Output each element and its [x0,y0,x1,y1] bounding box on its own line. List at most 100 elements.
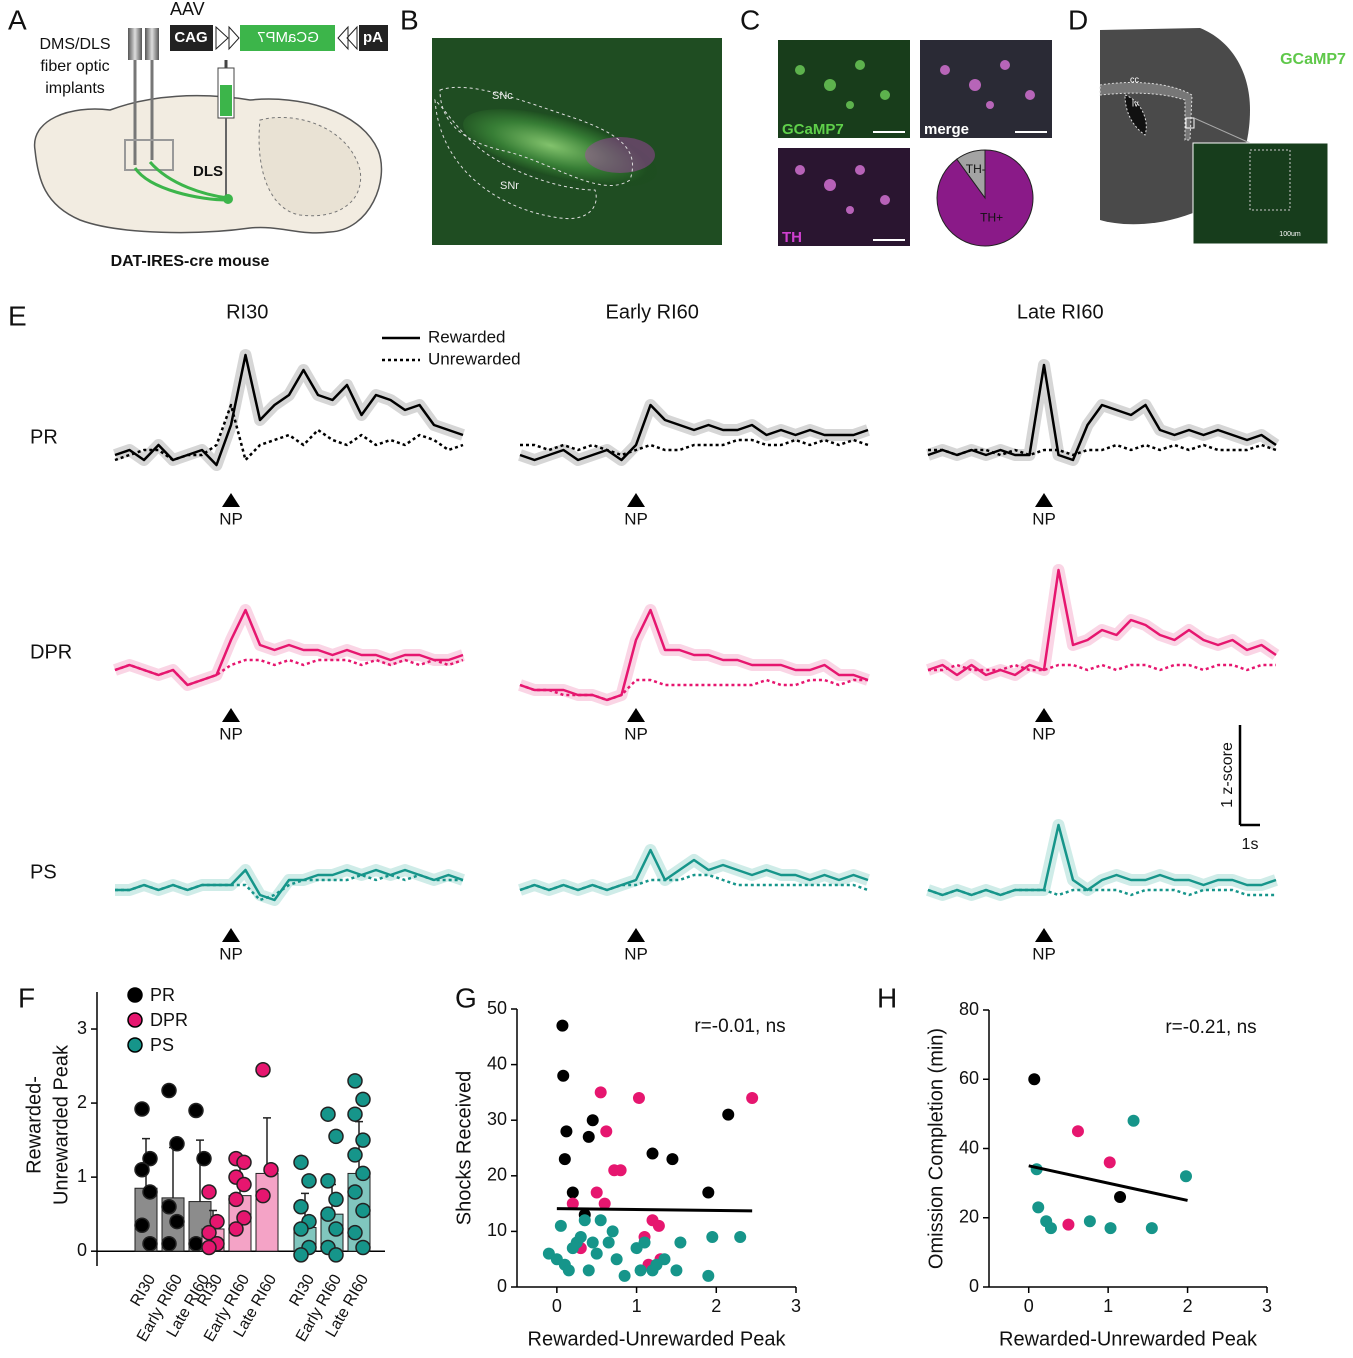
data-point [142,1150,158,1167]
injection-site [223,194,233,204]
data-point [632,1091,645,1104]
data-point [347,1147,363,1163]
event-label: NP [624,509,648,528]
data-point [702,1186,715,1199]
data-point [606,1225,619,1238]
sem-band [926,819,1278,901]
data-point [293,1154,309,1171]
legend-label: Rewarded [428,327,506,346]
row-label: PS [30,861,57,883]
legend-label: PS [150,1035,174,1055]
column-title: Early RI60 [606,301,699,323]
data-point [355,1091,371,1108]
ventricle [1124,94,1147,136]
data-point [618,1269,631,1282]
data-point [670,1264,683,1277]
data-point [320,1206,336,1222]
data-point [734,1230,747,1243]
data-point [347,1073,363,1089]
data-point [228,1221,244,1237]
event-label: NP [624,724,648,743]
syringe-fill [220,85,232,116]
region-label: DLS [193,163,223,180]
data-point [1083,1215,1096,1228]
y-tick-label: 30 [487,1109,507,1129]
implant-label: DMS/DLS [39,36,110,53]
fit-line [556,1207,753,1213]
data-point [355,1239,371,1256]
data-point [134,1161,150,1178]
data-point [574,1230,587,1243]
unrewarded-trace [114,403,464,462]
data-point [674,1236,687,1249]
error-bar [169,1146,177,1198]
micrograph [920,40,1052,138]
data-point [560,1125,573,1138]
panel-c: C GCaMP7 merge TH [740,4,1052,246]
fit-line [1028,1164,1188,1202]
y-tick-label: 50 [487,998,507,1018]
data-point [1104,1222,1117,1235]
data-point [566,1197,579,1210]
data-point [658,1253,671,1266]
legend-label: Unrewarded [428,349,521,368]
data-point [1028,1073,1041,1086]
data-point [1127,1114,1140,1127]
cerebellum [258,116,362,217]
data-point [236,1210,252,1226]
legend-marker [127,1012,143,1028]
y-tick-label: 80 [959,999,979,1019]
data-point [236,1154,252,1171]
data-point [586,1236,599,1249]
column-title: Late RI60 [1017,301,1104,323]
data-point [562,1264,575,1277]
data-point [209,1213,225,1230]
event-marker [627,928,645,942]
annotation: r=-0.01, ns [694,1016,785,1037]
fluorescence [463,109,657,187]
panel-d: D cc lv 100um GCaMP7 [1068,4,1346,245]
event-marker [222,708,240,722]
x-tick-label: 2 [1183,1296,1193,1316]
y-tick-label: 60 [959,1068,979,1088]
data-point [201,1184,217,1200]
data-point [320,1173,336,1189]
panel-letter: C [740,4,760,35]
stain-label: GCaMP7 [1280,51,1346,68]
polya-label: pA [363,29,383,46]
data-point [702,1269,715,1282]
y-tick-label: 0 [77,1240,87,1260]
data-point [1071,1125,1084,1138]
pie-label: TH- [966,162,986,176]
construct-box [170,25,213,51]
data-point [590,1247,603,1260]
event-label: NP [1032,509,1056,528]
data-point [610,1253,623,1266]
sem-band [518,844,870,896]
rewarded-trace [519,403,869,462]
sem-band [926,359,1280,466]
event-marker [1035,928,1053,942]
data-point [602,1236,615,1249]
scale-label: 1s [1242,836,1259,853]
pie-slice [936,149,1034,247]
y-tick-label: 10 [487,1220,507,1240]
data-point [328,1128,344,1145]
data-point [142,1184,158,1200]
data-point [586,1114,599,1127]
event-label: NP [1032,944,1056,963]
event-marker [1035,493,1053,507]
x-tick-label: 1 [632,1296,642,1316]
vector-label: AAV [170,0,205,19]
panel-a: A AAV CAG GCaMP7 pA DMS/DLS fiber optic … [8,0,388,270]
structure-label: lv [1132,98,1139,108]
event-marker [222,493,240,507]
scale-label: 100um [1279,231,1301,238]
micrograph [778,40,910,138]
data-point [328,1221,344,1237]
inset-connector [1193,117,1251,144]
rewarded-trace [927,363,1277,462]
y-axis-label: Rewarded- [23,1076,45,1174]
